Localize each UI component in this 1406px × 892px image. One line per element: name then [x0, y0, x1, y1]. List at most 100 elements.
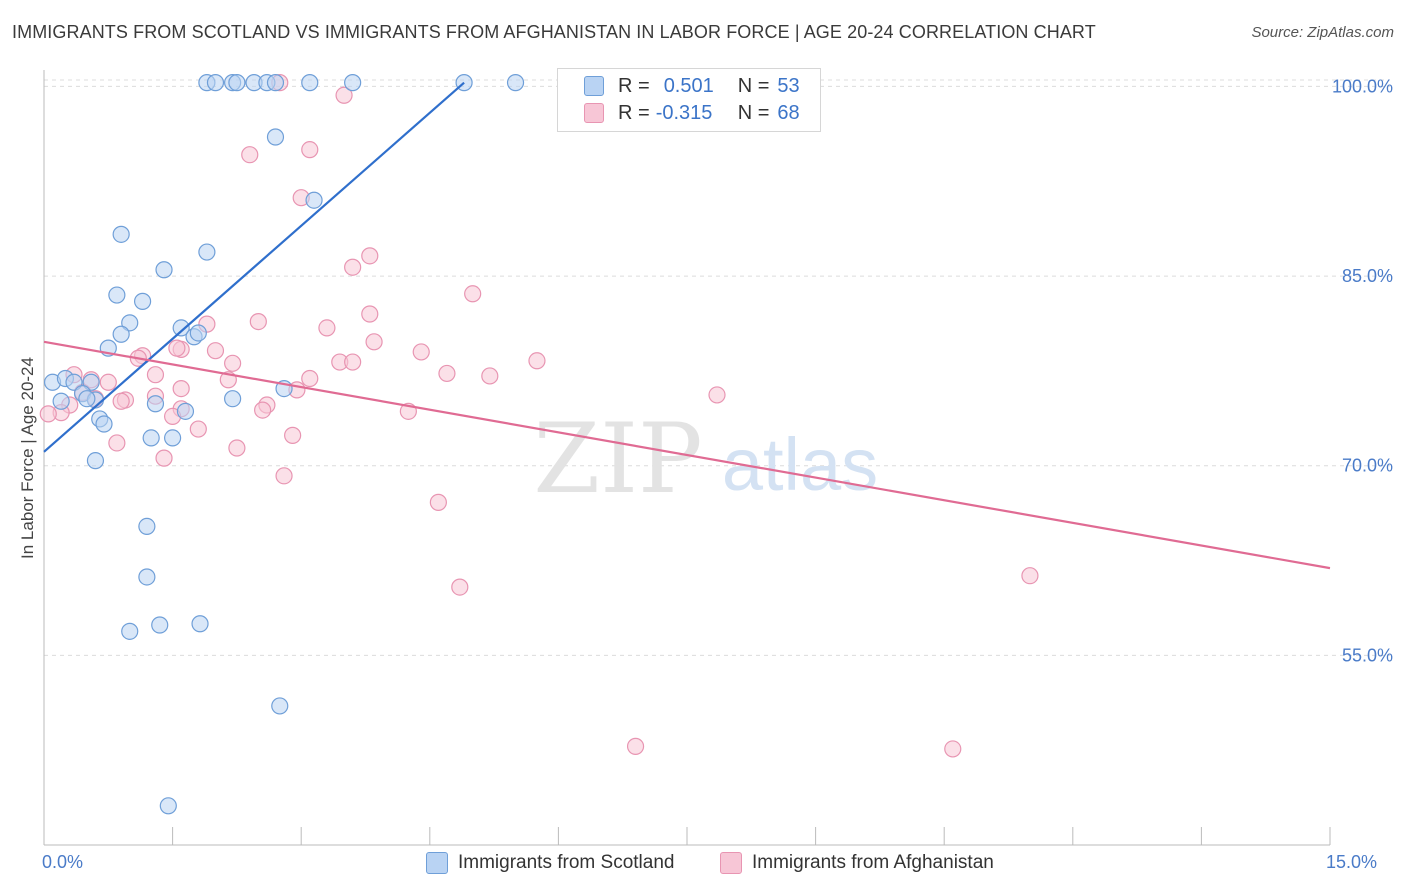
- data-point-blue: [138, 517, 156, 536]
- data-point-pink: [1021, 567, 1039, 585]
- data-point-blue: [266, 128, 285, 146]
- watermark-atlas: atlas: [722, 423, 878, 506]
- data-point-blue: [506, 74, 525, 92]
- data-point-pink: [206, 342, 225, 360]
- data-point-pink: [112, 392, 130, 410]
- data-point-pink: [155, 449, 173, 467]
- gridlines: [44, 79, 1390, 656]
- data-point-blue: [121, 622, 139, 640]
- legend-n-label: N =: [737, 101, 770, 124]
- data-point-blue: [155, 261, 173, 279]
- data-point-pink: [301, 141, 319, 159]
- series-swatch-pink: [720, 852, 742, 874]
- legend-r-value: -0.315: [655, 101, 713, 124]
- chart-source: Source: ZipAtlas.com: [1251, 24, 1394, 41]
- data-point-pink: [412, 343, 430, 361]
- data-point-pink: [429, 493, 447, 511]
- series-legend: Immigrants from Scotland Immigrants from…: [0, 852, 1406, 878]
- data-point-blue: [138, 568, 156, 586]
- data-point-blue: [142, 429, 160, 447]
- legend-n-value: 68: [777, 101, 800, 124]
- legend-r-value: 0.501: [663, 74, 714, 97]
- legend-n-label: N =: [737, 74, 770, 97]
- data-point-blue: [82, 373, 100, 391]
- trendlines: [43, 81, 1331, 570]
- legend-n-value: 53: [777, 74, 800, 97]
- watermark: ZIP atlas: [533, 403, 878, 515]
- data-point-pink: [284, 426, 302, 444]
- data-point-blue: [112, 225, 130, 243]
- y-tick-labels: 55.0% 70.0% 85.0% 100.0%: [1332, 76, 1393, 665]
- series-scotland-points: [43, 74, 525, 815]
- data-point-blue: [224, 390, 242, 408]
- data-point-blue: [133, 292, 152, 310]
- legend-r-label: R =: [618, 74, 650, 97]
- data-point-pink: [365, 333, 383, 351]
- legend-r-label: R =: [618, 101, 650, 124]
- x-tick-max: 15.0%: [1326, 852, 1378, 872]
- correlation-legend: R = 0.501 N = 53 R = -0.315 N = 68: [557, 68, 821, 132]
- trendline-pink: [43, 340, 1331, 570]
- data-point-blue: [305, 191, 323, 209]
- data-point-blue: [206, 74, 225, 92]
- data-point-pink: [361, 305, 379, 323]
- data-point-pink: [528, 352, 546, 370]
- axes: [43, 70, 1331, 846]
- data-point-pink: [344, 258, 362, 276]
- data-point-pink: [344, 353, 362, 371]
- data-point-pink: [708, 386, 726, 404]
- data-point-pink: [464, 285, 482, 303]
- series-swatch-blue: [426, 852, 448, 874]
- data-point-blue: [172, 319, 190, 337]
- data-point-pink: [318, 319, 336, 337]
- series-legend-label: Immigrants from Afghanistan: [752, 852, 994, 873]
- data-point-pink: [39, 405, 57, 423]
- data-point-pink: [224, 354, 242, 372]
- data-point-blue: [159, 797, 177, 815]
- y-tick-label: 85.0%: [1342, 266, 1393, 286]
- x-tick-min: 0.0%: [42, 852, 84, 872]
- data-point-blue: [151, 616, 169, 634]
- series-legend-scotland[interactable]: Immigrants from Scotland: [426, 852, 674, 874]
- data-point-pink: [108, 434, 126, 452]
- data-point-pink: [481, 367, 499, 385]
- data-point-pink: [335, 86, 353, 104]
- data-point-pink: [438, 364, 456, 383]
- data-point-pink: [172, 379, 190, 398]
- data-point-blue: [65, 373, 83, 391]
- data-point-pink: [301, 369, 319, 388]
- data-point-blue: [266, 74, 285, 92]
- data-point-blue: [112, 325, 130, 343]
- watermark-zip: ZIP: [533, 403, 702, 515]
- data-point-blue: [95, 415, 113, 433]
- data-point-pink: [146, 366, 165, 384]
- legend-swatch-pink: [584, 103, 604, 123]
- data-point-blue: [146, 395, 165, 413]
- data-point-pink: [189, 420, 207, 438]
- series-legend-label: Immigrants from Scotland: [458, 852, 675, 873]
- legend-row-afghanistan: R = -0.315 N = 68: [584, 101, 800, 125]
- data-point-blue: [301, 74, 319, 92]
- data-point-pink: [451, 578, 469, 596]
- trendline-blue: [43, 81, 465, 453]
- data-point-blue: [198, 243, 216, 261]
- series-legend-afghanistan[interactable]: Immigrants from Afghanistan: [720, 852, 994, 874]
- data-point-pink: [626, 737, 645, 755]
- legend-swatch-blue: [584, 76, 604, 96]
- legend-row-scotland: R = 0.501 N = 53: [584, 74, 800, 98]
- y-axis-label: In Labor Force | Age 20-24: [18, 357, 37, 559]
- y-tick-label: 100.0%: [1332, 76, 1393, 96]
- data-point-blue: [108, 286, 126, 304]
- y-tick-label: 55.0%: [1342, 645, 1393, 665]
- data-point-blue: [189, 324, 207, 342]
- data-point-blue: [78, 390, 96, 408]
- data-point-blue: [271, 697, 289, 715]
- y-tick-label: 70.0%: [1342, 456, 1393, 476]
- data-point-blue: [228, 74, 246, 92]
- data-point-pink: [168, 339, 186, 357]
- data-point-pink: [228, 439, 246, 457]
- data-point-pink: [254, 401, 272, 419]
- data-point-blue: [344, 74, 362, 92]
- data-point-blue: [164, 429, 182, 447]
